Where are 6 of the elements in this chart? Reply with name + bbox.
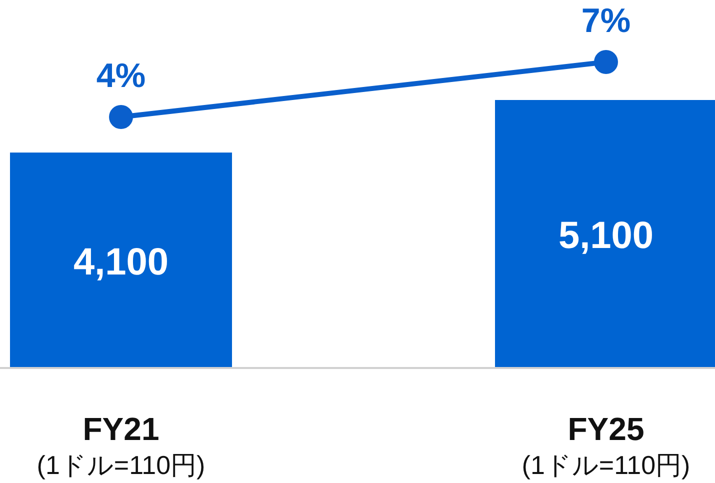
data-label: 4,100 (73, 241, 169, 284)
data-label: 4% (96, 57, 146, 95)
x-tick-label: FY21 (1ドル=110円) (36, 411, 206, 480)
x-tick-label: FY25 (1ドル=110円) (522, 411, 690, 480)
data-label: 7% (581, 2, 631, 40)
data-label: 5,100 (558, 215, 654, 257)
